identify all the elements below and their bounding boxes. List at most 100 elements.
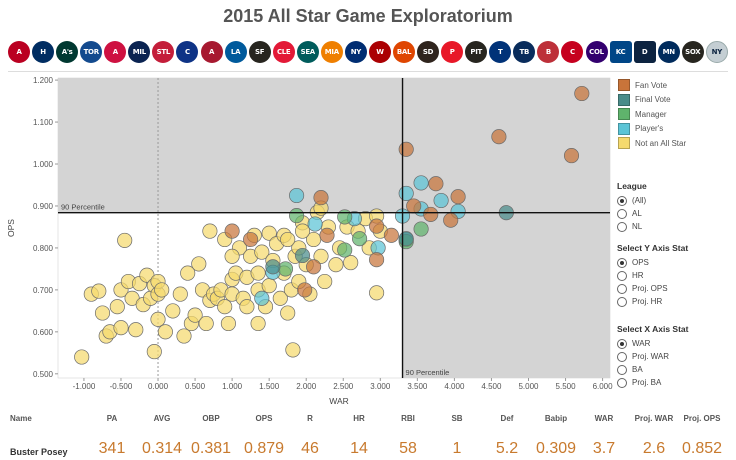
radio-button[interactable] [617, 257, 627, 268]
data-point[interactable] [289, 208, 305, 224]
data-point[interactable] [352, 231, 368, 247]
data-point[interactable] [317, 273, 333, 290]
league-option[interactable]: (All) [617, 194, 647, 207]
column-header[interactable]: AVG [153, 414, 171, 423]
data-point[interactable] [254, 290, 270, 306]
data-point[interactable] [574, 85, 590, 102]
data-point[interactable] [280, 305, 296, 321]
data-point[interactable] [413, 175, 429, 191]
data-point[interactable] [398, 231, 414, 247]
x-axis-option[interactable]: BA [617, 363, 689, 376]
legend-item[interactable]: Fan Vote [618, 78, 686, 93]
column-header[interactable]: OPS [255, 414, 273, 423]
data-point[interactable] [165, 303, 181, 319]
data-point[interactable] [491, 129, 507, 145]
data-point[interactable] [383, 227, 399, 243]
data-point[interactable] [398, 141, 414, 157]
y-axis-option[interactable]: OPS [617, 256, 688, 269]
data-point[interactable] [343, 255, 359, 271]
data-point[interactable] [172, 286, 188, 302]
data-point[interactable] [109, 299, 125, 315]
data-point[interactable] [398, 185, 414, 201]
radio-button[interactable] [617, 208, 627, 219]
radio-button[interactable] [617, 351, 627, 362]
data-point[interactable] [369, 285, 385, 301]
data-point[interactable] [154, 282, 170, 298]
y-axis-option[interactable]: Proj. OPS [617, 282, 688, 295]
dodgers-logo[interactable]: LA [224, 41, 247, 63]
blue-jays-logo[interactable]: TOR [80, 41, 103, 63]
data-point[interactable] [202, 223, 218, 239]
y-axis-option[interactable]: Proj. HR [617, 295, 688, 308]
twins-logo[interactable]: MN [657, 41, 680, 63]
column-header[interactable]: R [307, 414, 313, 423]
data-point[interactable] [277, 261, 294, 277]
data-point[interactable] [319, 227, 335, 243]
data-point[interactable] [289, 187, 305, 204]
data-point[interactable] [187, 307, 203, 323]
column-header[interactable]: RBI [401, 414, 415, 423]
athletics-logo[interactable]: A's [56, 41, 79, 63]
table-row[interactable]: Buster Posey 341 0.314 0.381 0.879 46 14 58 1 5.2… [0, 440, 736, 460]
data-point[interactable] [369, 252, 385, 268]
x-axis-option[interactable]: WAR [617, 337, 689, 350]
data-point[interactable] [224, 223, 240, 239]
data-point[interactable] [294, 223, 311, 239]
radio-button[interactable] [617, 270, 627, 281]
data-point[interactable] [280, 231, 296, 248]
column-header[interactable]: SB [451, 414, 463, 423]
pirates-logo[interactable]: PIT [465, 41, 488, 63]
legend-item[interactable]: Not an All Star [618, 136, 686, 151]
braves-logo[interactable]: A [104, 41, 127, 63]
white-sox-logo[interactable]: SOX [681, 41, 704, 63]
rangers-logo[interactable]: T [489, 41, 512, 63]
data-point[interactable] [406, 198, 422, 214]
league-option[interactable]: AL [617, 207, 647, 220]
yankees-logo[interactable]: NY [705, 41, 728, 63]
data-point[interactable] [450, 189, 466, 205]
data-point[interactable] [261, 278, 277, 294]
data-point[interactable] [294, 247, 311, 264]
cubs-logo[interactable]: C [176, 41, 199, 63]
astros-logo[interactable]: H [32, 41, 55, 63]
data-point[interactable] [297, 282, 313, 298]
data-point[interactable] [91, 283, 107, 299]
data-point[interactable] [337, 242, 353, 258]
data-point[interactable] [428, 176, 444, 192]
red-sox-logo[interactable]: B [537, 41, 560, 63]
column-header[interactable]: Proj. WAR [634, 414, 674, 423]
data-point[interactable] [313, 248, 329, 264]
y-axis-option[interactable]: HR [617, 269, 688, 282]
data-point[interactable] [113, 320, 129, 336]
data-point[interactable] [306, 259, 322, 275]
x-axis-option[interactable]: Proj. WAR [617, 350, 689, 363]
mets-logo[interactable]: NY [344, 41, 367, 63]
orioles-logo[interactable]: BAL [393, 41, 415, 63]
rays-logo[interactable]: TB [513, 41, 536, 63]
data-point[interactable] [423, 206, 439, 222]
data-point[interactable] [176, 328, 192, 344]
data-point[interactable] [198, 315, 214, 332]
data-point[interactable] [74, 349, 90, 365]
data-point[interactable] [272, 290, 288, 306]
data-point[interactable] [563, 148, 580, 164]
data-point[interactable] [337, 209, 353, 225]
data-point[interactable] [285, 342, 301, 358]
data-point[interactable] [224, 248, 240, 264]
marlins-logo[interactable]: MIA [320, 41, 343, 63]
column-header[interactable]: HR [353, 414, 365, 423]
data-point[interactable] [239, 299, 255, 315]
giants-logo[interactable]: SF [248, 41, 271, 63]
radio-button[interactable] [617, 338, 627, 349]
data-point[interactable] [250, 315, 266, 332]
data-point[interactable] [180, 265, 196, 281]
data-point[interactable] [328, 257, 344, 273]
legend-item[interactable]: Final Vote [618, 93, 686, 108]
indians-logo[interactable]: CLE [272, 41, 295, 63]
data-point[interactable] [117, 232, 133, 248]
data-point[interactable] [220, 315, 236, 332]
data-point[interactable] [254, 244, 270, 260]
data-point[interactable] [150, 311, 166, 327]
column-header[interactable]: Babip [544, 414, 568, 423]
scatter-chart[interactable]: 90 Percentile 90 Percentile 0.500 0.600 0.70… [0, 72, 614, 412]
